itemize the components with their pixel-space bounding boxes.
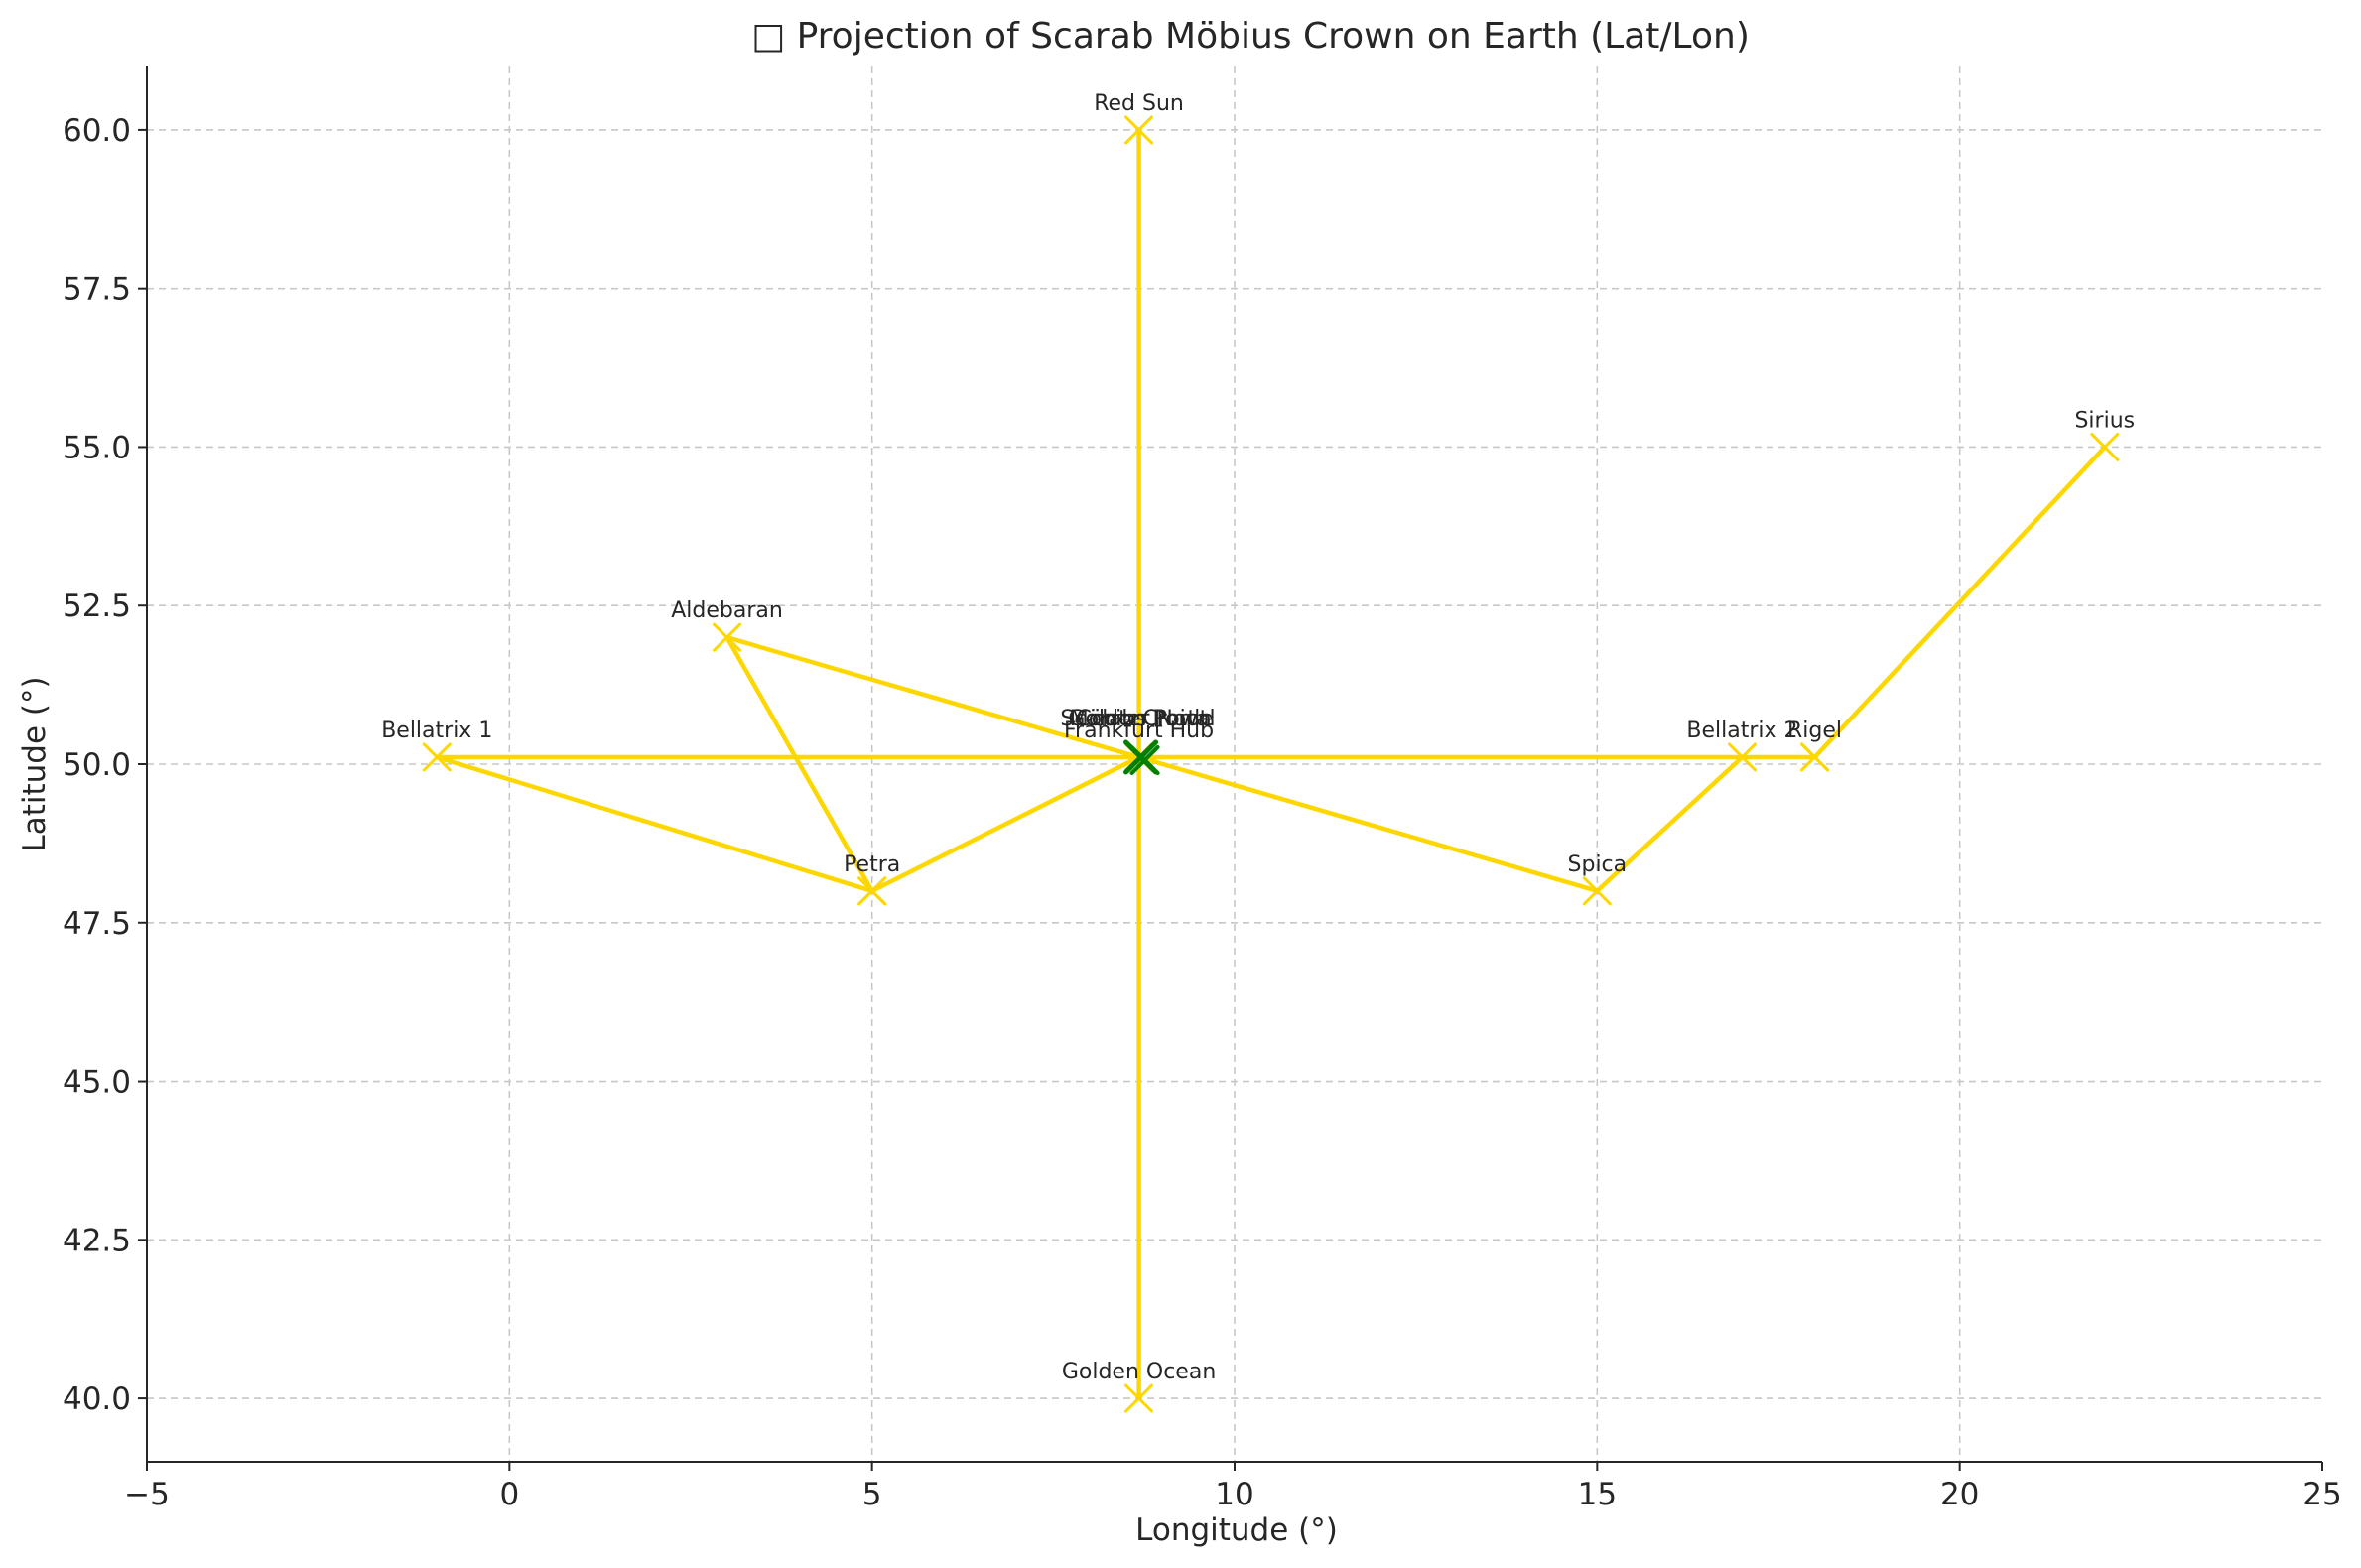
x-tick-label: 10 <box>1215 1477 1253 1512</box>
x-tick-label: −5 <box>124 1477 170 1512</box>
center-point-marker <box>1129 744 1160 775</box>
marker-stroke <box>1727 742 1757 772</box>
path-point-marker <box>1582 876 1612 906</box>
x-axis-label: Longitude (°) <box>1135 1512 1338 1548</box>
point-label: Petra <box>844 852 900 877</box>
center-point-label: Golden Portal <box>1068 707 1215 731</box>
marker-stroke <box>1124 115 1154 145</box>
y-tick-label: 42.5 <box>63 1223 131 1258</box>
y-tick-label: 40.0 <box>63 1381 131 1417</box>
marker-stroke <box>1124 1383 1154 1413</box>
x-tick-label: 0 <box>499 1477 519 1512</box>
point-label: Bellatrix 1 <box>381 719 492 743</box>
path-line <box>435 127 2108 1401</box>
point-label: Golden Ocean <box>1062 1360 1216 1384</box>
chart-title: □ Projection of Scarab Möbius Crown on E… <box>751 16 1750 57</box>
x-tick-label: 20 <box>1940 1477 1979 1512</box>
y-tick-label: 50.0 <box>63 747 131 783</box>
marker-stroke <box>422 742 452 772</box>
marker-stroke <box>1129 744 1160 775</box>
x-tick-label: 5 <box>862 1477 882 1512</box>
path-point-marker <box>1124 115 1154 145</box>
path-point-marker <box>1124 1383 1154 1413</box>
point-label: Spica <box>1568 852 1628 877</box>
y-tick-label: 60.0 <box>63 113 131 149</box>
x-tick-label: 25 <box>2302 1477 2341 1512</box>
path-point-marker <box>1727 742 1757 772</box>
center-point-label: Scarab Crown <box>1060 707 1211 731</box>
path-series <box>422 115 2120 1413</box>
center-point-label: Frankfurt Hub <box>1064 719 1214 743</box>
axes: −5 0 5 10 15 20 25 40.0 42.5 45.0 47.5 50.0 52.5 55.0… <box>63 66 2342 1512</box>
point-label: Rigel <box>1787 719 1842 743</box>
center-point-label: Möbius Point <box>1070 707 1209 731</box>
point-label: Bellatrix 2 <box>1686 719 1797 743</box>
path-point-marker <box>713 622 742 652</box>
y-tick-label: 55.0 <box>63 430 131 465</box>
point-label: Red Sun <box>1094 91 1184 116</box>
path-point-marker <box>422 742 452 772</box>
path-point-marker <box>857 876 887 906</box>
y-tick-label: 47.5 <box>63 906 131 942</box>
point-labels: Red Sun Golden Ocean Aldebaran Petra Spica Be… <box>381 91 2135 1384</box>
y-axis-label: Latitude (°) <box>17 676 53 851</box>
marker-stroke <box>713 622 742 652</box>
path-point-marker <box>1800 742 1830 772</box>
marker-stroke <box>857 876 887 906</box>
y-tick-label: 57.5 <box>63 272 131 308</box>
y-tick-label: 52.5 <box>63 588 131 624</box>
marker-stroke <box>1582 876 1612 906</box>
path-point-marker <box>2090 432 2120 461</box>
y-tick-label: 45.0 <box>63 1065 131 1101</box>
marker-stroke <box>1800 742 1830 772</box>
grid <box>147 66 2322 1462</box>
point-label: Sirius <box>2074 408 2135 433</box>
marker-stroke <box>2090 432 2120 461</box>
point-label: Aldebaran <box>671 598 783 623</box>
x-tick-label: 15 <box>1578 1477 1617 1512</box>
center-point-label: Center Node <box>1076 707 1213 731</box>
